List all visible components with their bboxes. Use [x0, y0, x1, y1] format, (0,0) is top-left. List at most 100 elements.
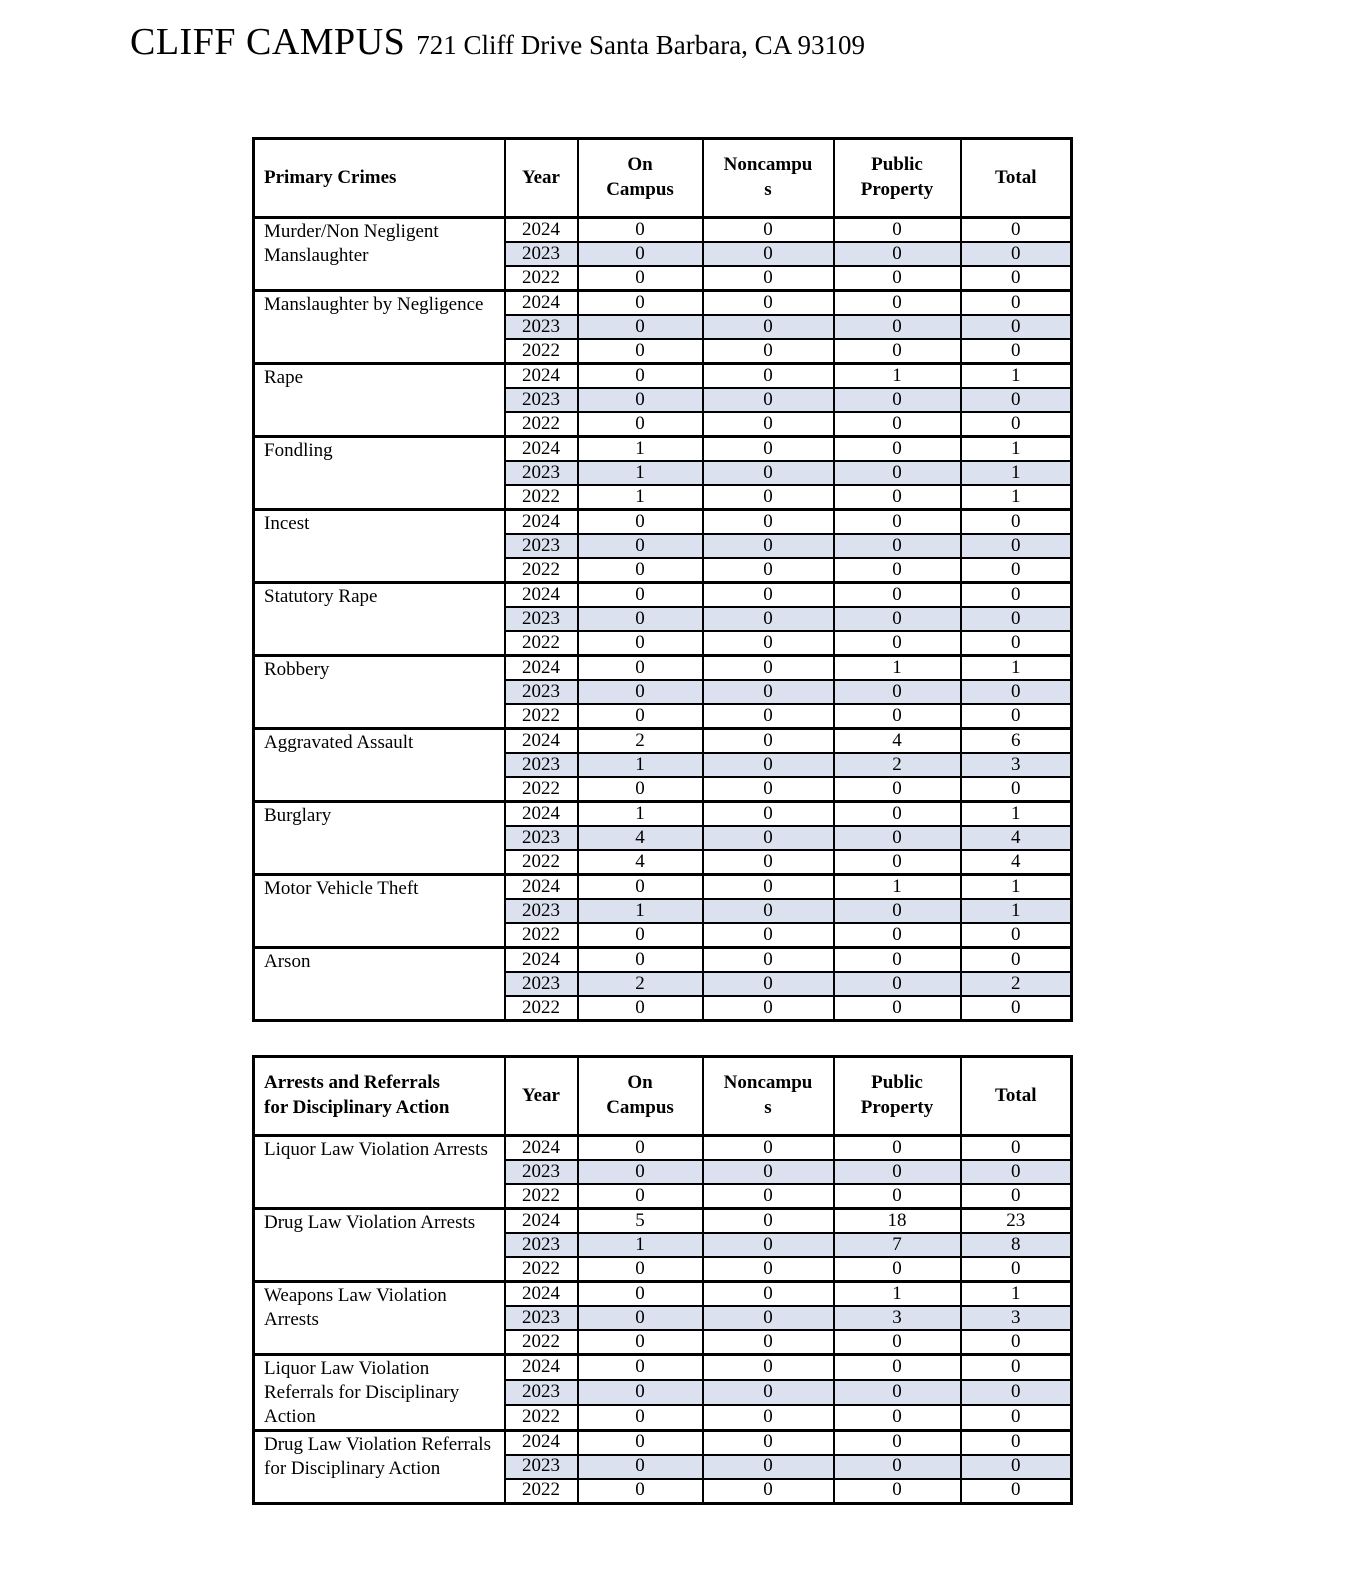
table-row: 2023 1 0 2 3	[254, 752, 1073, 778]
table-row: 2022 0 0 0 0	[254, 776, 1073, 803]
value-cell: 5	[576, 1207, 704, 1234]
year-cell: 2023	[503, 314, 579, 340]
value-cell: 0	[701, 1305, 835, 1331]
table-row: 2022 0 0 0 0	[254, 1183, 1073, 1210]
category-cell: Incest	[252, 508, 506, 584]
value-cell: 0	[959, 1477, 1073, 1505]
value-cell: 0	[576, 557, 704, 584]
value-cell: 0	[832, 314, 962, 340]
value-cell: 0	[576, 1159, 704, 1185]
year-cell: 2024	[503, 581, 579, 608]
year-cell: 2022	[503, 703, 579, 730]
tables-container: Primary Crimes Year On Campus Noncampu s Pub…	[252, 137, 1073, 1538]
table-row: 2023 1 0 0 1	[254, 898, 1073, 924]
value-cell: 0	[832, 825, 962, 851]
table-row: Liquor Law Violation Referrals for Disci…	[252, 1352, 1073, 1432]
value-cell: 0	[701, 216, 835, 243]
campus-name: CLIFF CAMPUS	[130, 21, 406, 63]
value-cell: 1	[959, 460, 1073, 486]
value-cell: 0	[701, 338, 835, 365]
value-cell: 0	[832, 533, 962, 559]
value-cell: 0	[959, 995, 1073, 1022]
value-cell: 0	[701, 387, 835, 413]
value-cell: 0	[959, 703, 1073, 730]
value-cell: 0	[959, 1428, 1073, 1456]
value-cell: 1	[576, 898, 704, 924]
value-cell: 0	[832, 630, 962, 657]
value-cell: 0	[701, 484, 835, 511]
value-cell: 0	[959, 216, 1073, 243]
value-cell: 0	[832, 971, 962, 997]
value-cell: 0	[576, 654, 704, 681]
value-cell: 0	[959, 1453, 1073, 1480]
year-cell: 2024	[503, 873, 579, 900]
table-row: 2023 0 0 0 0	[254, 1453, 1073, 1480]
value-cell: 0	[576, 679, 704, 705]
value-cell: 0	[959, 1159, 1073, 1185]
year-cell: 2023	[503, 1232, 579, 1258]
value-cell: 0	[832, 241, 962, 267]
arrests-referrals-location-header-0: On Campus	[576, 1055, 704, 1137]
value-cell: 0	[701, 1403, 835, 1432]
value-cell: 0	[959, 776, 1073, 803]
value-cell: 0	[832, 606, 962, 632]
value-cell: 0	[832, 508, 962, 535]
document-header: CLIFF CAMPUS 721 Cliff Drive Santa Barba…	[130, 20, 865, 64]
value-cell: 1	[576, 800, 704, 827]
value-cell: 0	[701, 800, 835, 827]
value-cell: 0	[959, 946, 1073, 973]
value-cell: 0	[832, 1428, 962, 1456]
primary-crimes-location-header-3: Total	[959, 137, 1073, 219]
value-cell: 0	[576, 241, 704, 267]
year-cell: 2022	[503, 922, 579, 949]
year-cell: 2022	[503, 557, 579, 584]
value-cell: 0	[832, 265, 962, 292]
year-cell: 2022	[503, 995, 579, 1022]
value-cell: 0	[576, 265, 704, 292]
value-cell: 0	[701, 1232, 835, 1258]
value-cell: 0	[832, 411, 962, 438]
campus-address: 721 Cliff Drive Santa Barbara, CA 93109	[416, 30, 865, 60]
year-cell: 2024	[503, 362, 579, 389]
value-cell: 0	[959, 606, 1073, 632]
category-cell: Murder/Non Negligent Manslaughter	[252, 216, 506, 292]
category-cell: Aggravated Assault	[252, 727, 506, 803]
value-cell: 0	[832, 1134, 962, 1161]
table-row: 2023 0 0 0 0	[254, 533, 1073, 559]
value-cell: 0	[701, 1352, 835, 1381]
year-cell: 2023	[503, 241, 579, 267]
year-cell: 2022	[503, 776, 579, 803]
value-cell: 0	[959, 922, 1073, 949]
arrests-referrals-table: Arrests and Referrals for Disciplinary A…	[252, 1055, 1073, 1505]
category-cell: Statutory Rape	[252, 581, 506, 657]
value-cell: 0	[576, 1280, 704, 1307]
table-row: Liquor Law Violation Arrests 2024 0 0 0 0	[252, 1134, 1073, 1210]
value-cell: 1	[959, 654, 1073, 681]
value-cell: 0	[576, 533, 704, 559]
value-cell: 0	[701, 314, 835, 340]
arrests-referrals-location-header-2: Public Property	[832, 1055, 962, 1137]
value-cell: 0	[959, 338, 1073, 365]
table-row: 2023 1 0 0 1	[254, 460, 1073, 486]
value-cell: 0	[576, 1352, 704, 1381]
value-cell: 0	[832, 1477, 962, 1505]
table-row: 2023 0 0 0 0	[254, 387, 1073, 413]
value-cell: 0	[701, 922, 835, 949]
value-cell: 0	[701, 1183, 835, 1210]
table-row: 2023 0 0 0 0	[254, 606, 1073, 632]
value-cell: 0	[959, 1183, 1073, 1210]
year-cell: 2024	[503, 289, 579, 316]
value-cell: 0	[832, 1159, 962, 1185]
table-row: 2022 1 0 0 1	[254, 484, 1073, 511]
value-cell: 0	[576, 411, 704, 438]
table-row: Manslaughter by Negligence 2024 0 0 0 0	[252, 289, 1073, 365]
value-cell: 0	[576, 1428, 704, 1456]
year-cell: 2022	[503, 1403, 579, 1432]
arrests-referrals-header-row: Arrests and Referrals for Disciplinary A…	[252, 1055, 1073, 1137]
value-cell: 0	[701, 460, 835, 486]
value-cell: 0	[959, 679, 1073, 705]
category-cell: Drug Law Violation Referrals for Discipl…	[252, 1428, 506, 1505]
year-cell: 2023	[503, 752, 579, 778]
value-cell: 0	[832, 800, 962, 827]
value-cell: 0	[576, 1256, 704, 1283]
